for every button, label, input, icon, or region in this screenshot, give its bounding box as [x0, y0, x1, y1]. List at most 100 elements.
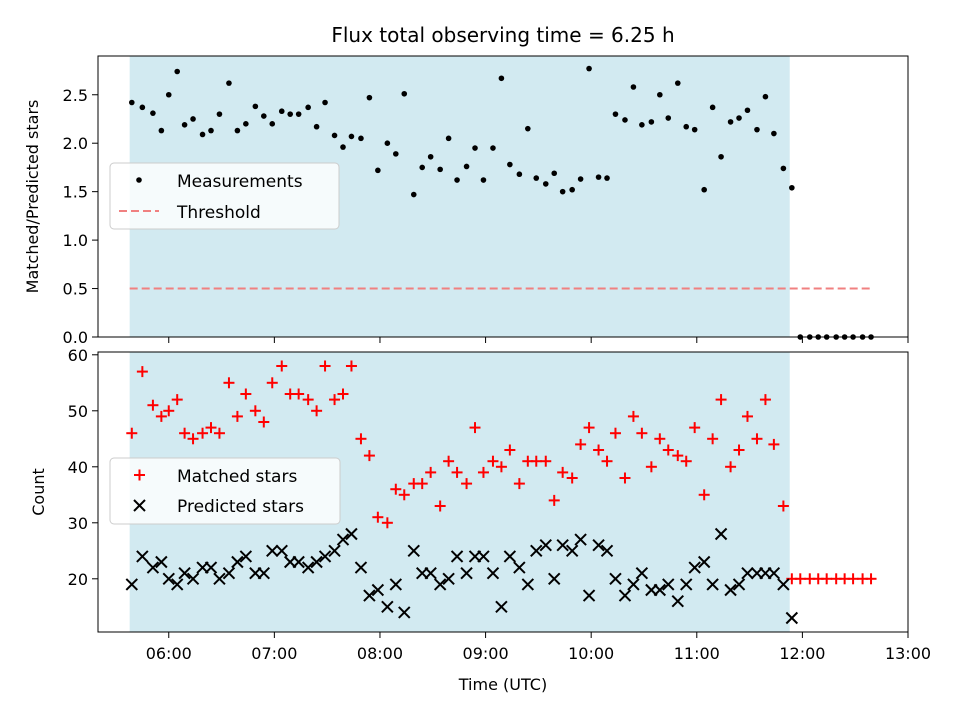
predicted-star-point — [785, 611, 799, 625]
measurement-point — [234, 127, 241, 134]
predicted-star-point — [354, 561, 368, 574]
matched-star-point — [258, 416, 270, 428]
measurement-point — [586, 65, 592, 72]
predicted-star-point — [477, 550, 490, 563]
measurement-point — [736, 115, 742, 121]
measurement-point — [569, 186, 575, 193]
matched-star-point — [163, 405, 175, 417]
matched-star-point — [461, 478, 473, 490]
matched-star-point — [557, 466, 569, 478]
matched-star-point — [847, 573, 859, 585]
measurement-point — [375, 167, 381, 174]
matched-star-point — [223, 377, 235, 389]
y-tick-label: 0.0 — [63, 328, 88, 347]
predicted-star-point — [162, 572, 175, 586]
measurement-point — [507, 161, 513, 168]
measurement-point — [604, 175, 610, 181]
predicted-star-point — [513, 561, 526, 574]
x-tick-label: 06:00 — [146, 644, 192, 663]
bottom-panel: 20 30 40 50 60 06:00 07:00 08:00 09:00 10:00 11:00… — [29, 346, 931, 694]
measurement-point — [181, 121, 188, 128]
matched-star-point — [381, 517, 393, 529]
y-tick-label: 1.0 — [63, 231, 88, 250]
measurement-point — [551, 170, 558, 177]
top-axis-ticks: 0.0 0.5 1.0 1.5 2.0 2.5 — [63, 86, 909, 347]
legend-predicted-marker — [133, 499, 146, 512]
matched-star-point — [733, 444, 745, 456]
measurement-point — [139, 104, 146, 111]
y-tick-label: 60 — [68, 346, 88, 365]
measurement-point — [384, 140, 391, 147]
measurement-point — [305, 104, 311, 111]
matched-star-point — [477, 466, 489, 478]
x-tick-label: 08:00 — [357, 644, 403, 663]
predicted-star-point — [706, 578, 719, 591]
predicted-star-point — [239, 550, 253, 563]
measurement-point — [322, 99, 328, 106]
matched-star-point — [821, 573, 833, 585]
matched-star-point — [345, 360, 357, 372]
predicted-star-point — [600, 544, 614, 558]
bottom-axis-ticks: 20 30 40 50 60 06:00 07:00 08:00 09:00 10:00 11:00… — [68, 346, 931, 663]
measurement-point — [559, 188, 566, 195]
measurement-point — [480, 177, 487, 183]
x-tick-label: 10:00 — [568, 644, 614, 663]
measurement-point — [744, 107, 751, 114]
predicted-star-point — [407, 544, 420, 558]
measurement-point — [216, 111, 223, 117]
matched-star-point — [759, 394, 771, 406]
matched-star-point — [213, 427, 225, 439]
measurement-point — [295, 111, 302, 117]
y-tick-label: 20 — [68, 570, 88, 589]
predicted-star-point — [292, 555, 305, 569]
measurement-point — [199, 131, 206, 138]
measurement-point — [754, 126, 760, 133]
measurement-point — [789, 184, 795, 191]
y-tick-label: 40 — [68, 458, 88, 477]
measurement-point — [463, 163, 470, 170]
measurement-point — [208, 127, 214, 134]
legend-matched-label: Matched stars — [177, 467, 297, 487]
predicted-star-point — [125, 578, 139, 591]
matched-star-point — [654, 433, 666, 445]
measurement-point — [639, 121, 645, 128]
matched-star-point — [231, 410, 243, 422]
predicted-star-point — [777, 578, 790, 591]
y-tick-label: 2.0 — [63, 134, 88, 153]
y-tick-label: 1.5 — [63, 183, 88, 202]
matched-star-point — [513, 478, 525, 490]
predicted-star-point — [503, 550, 517, 563]
predicted-star-point — [688, 561, 701, 574]
measurement-point — [437, 166, 443, 173]
matched-star-point — [751, 433, 763, 445]
matched-star-point — [197, 427, 209, 439]
bottom-legend: Matched stars Predicted stars — [109, 457, 341, 525]
predicted-star-point — [495, 600, 508, 614]
matched-star-point — [126, 427, 138, 439]
predicted-star-point — [301, 561, 315, 574]
measurement-point — [150, 110, 156, 116]
y-tick-label: 2.5 — [63, 86, 88, 105]
matched-star-point — [398, 489, 410, 501]
matched-star-point — [329, 394, 341, 406]
matched-star-point — [363, 450, 375, 462]
legend-measurements-label: Measurements — [177, 172, 303, 192]
predicted-star-point — [592, 538, 605, 552]
measurement-point — [401, 90, 408, 97]
matched-star-point — [583, 422, 595, 434]
predicted-star-point — [345, 527, 358, 541]
measurement-point — [533, 175, 540, 181]
measurement-point — [665, 115, 672, 121]
matched-star-point — [240, 388, 252, 400]
measurement-point — [577, 176, 584, 182]
measurement-point — [419, 164, 426, 171]
legend-predicted-label: Predicted stars — [177, 497, 304, 517]
measurement-point — [340, 144, 346, 150]
predicted-star-point — [548, 572, 561, 586]
measurement-point — [701, 186, 707, 193]
matched-star-point — [147, 399, 159, 411]
predicted-star-point — [697, 555, 711, 569]
predicted-star-point — [565, 544, 579, 558]
measurement-point — [498, 75, 505, 82]
matched-star-point — [794, 573, 806, 585]
